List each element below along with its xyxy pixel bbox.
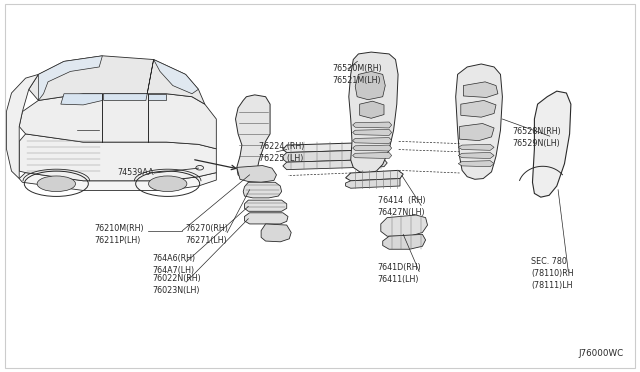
Polygon shape xyxy=(38,56,102,100)
Text: 76022N(RH)
76023N(LH): 76022N(RH) 76023N(LH) xyxy=(152,274,201,295)
Polygon shape xyxy=(458,144,494,150)
Polygon shape xyxy=(244,213,288,224)
Text: 76414  (RH)
76427N(LH): 76414 (RH) 76427N(LH) xyxy=(378,196,425,217)
Polygon shape xyxy=(349,52,398,173)
Polygon shape xyxy=(244,200,287,211)
Polygon shape xyxy=(154,60,198,94)
Polygon shape xyxy=(61,94,102,105)
Text: 764A6(RH)
764A7(LH): 764A6(RH) 764A7(LH) xyxy=(152,254,195,275)
Polygon shape xyxy=(353,122,392,128)
Polygon shape xyxy=(532,91,571,197)
Polygon shape xyxy=(463,82,498,97)
Text: 76270(RH)
76271(LH): 76270(RH) 76271(LH) xyxy=(186,224,228,245)
Polygon shape xyxy=(283,150,384,162)
Polygon shape xyxy=(104,60,154,100)
Ellipse shape xyxy=(37,176,76,192)
Polygon shape xyxy=(148,94,166,100)
Polygon shape xyxy=(6,74,38,179)
Polygon shape xyxy=(360,101,384,118)
Text: J76000WC: J76000WC xyxy=(579,349,624,358)
Polygon shape xyxy=(353,138,392,144)
Polygon shape xyxy=(355,71,385,100)
Text: 76528N(RH)
76529N(LH): 76528N(RH) 76529N(LH) xyxy=(512,127,561,148)
Polygon shape xyxy=(19,173,216,190)
Polygon shape xyxy=(456,64,502,179)
Polygon shape xyxy=(383,234,426,249)
Text: 7641D(RH)
76411(LH): 7641D(RH) 76411(LH) xyxy=(378,263,421,284)
Polygon shape xyxy=(458,161,494,167)
Polygon shape xyxy=(460,124,494,141)
Text: 76210M(RH)
76211P(LH): 76210M(RH) 76211P(LH) xyxy=(95,224,145,245)
Polygon shape xyxy=(19,134,216,181)
Polygon shape xyxy=(236,95,270,179)
Polygon shape xyxy=(381,215,428,236)
Text: 76224 (RH)
76225 (LH): 76224 (RH) 76225 (LH) xyxy=(259,142,305,163)
Polygon shape xyxy=(458,153,494,158)
Polygon shape xyxy=(283,159,387,170)
Polygon shape xyxy=(353,129,392,135)
Text: 76520M(RH)
76521M(LH): 76520M(RH) 76521M(LH) xyxy=(333,64,383,85)
Text: 74539AA: 74539AA xyxy=(117,169,154,177)
Polygon shape xyxy=(29,56,205,104)
Polygon shape xyxy=(461,100,496,117)
Polygon shape xyxy=(19,94,216,149)
Polygon shape xyxy=(237,166,276,182)
Polygon shape xyxy=(353,153,392,158)
Polygon shape xyxy=(346,170,403,181)
Ellipse shape xyxy=(148,176,187,192)
Polygon shape xyxy=(243,182,282,198)
Polygon shape xyxy=(346,179,400,188)
Polygon shape xyxy=(353,145,392,151)
Polygon shape xyxy=(283,142,387,153)
Polygon shape xyxy=(261,224,291,242)
Text: SEC. 780
(78110)RH
(78111)LH: SEC. 780 (78110)RH (78111)LH xyxy=(531,257,574,290)
